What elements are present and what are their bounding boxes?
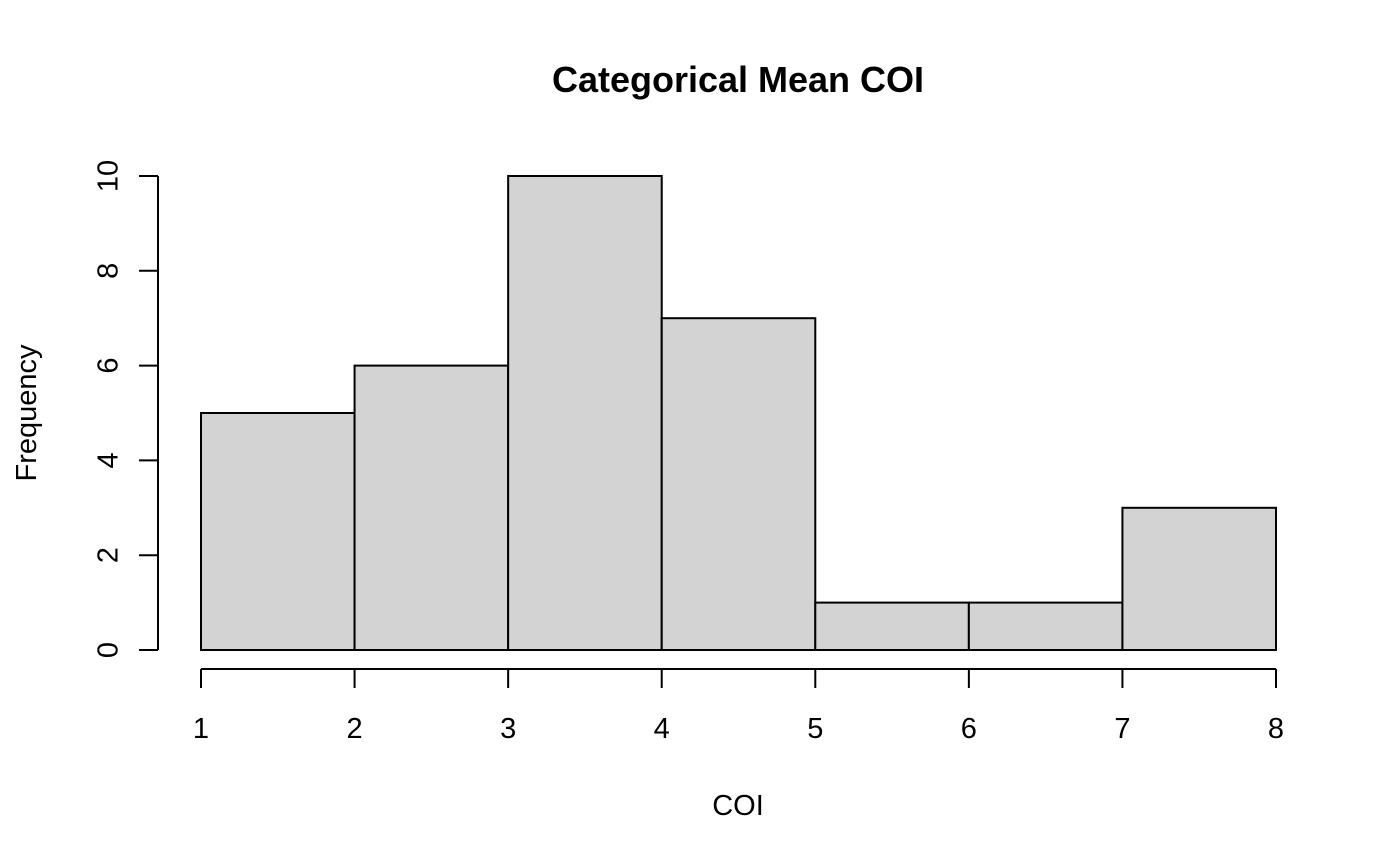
x-tick-label: 5 <box>807 713 823 745</box>
y-axis-ticks: 0 2 4 6 8 10 <box>93 160 158 658</box>
y-axis-label: Frequency <box>11 344 43 482</box>
histogram-bar-5 <box>814 601 970 651</box>
y-tick-label: 0 <box>93 642 125 658</box>
x-axis-ticks: 1 2 3 4 5 6 7 8 <box>193 669 1284 745</box>
x-axis-label: COI <box>712 790 764 822</box>
y-axis: 0 2 4 6 8 10 <box>93 160 159 658</box>
y-tick-label: 6 <box>93 358 125 374</box>
y-tick-label: 8 <box>93 263 125 279</box>
histogram-bar-7 <box>1121 506 1278 651</box>
x-tick-label: 3 <box>500 713 516 745</box>
x-tick-label: 2 <box>347 713 363 745</box>
y-tick-label: 4 <box>93 452 125 468</box>
histogram-bar-3 <box>507 175 663 651</box>
x-tick-label: 8 <box>1268 713 1284 745</box>
x-tick-label: 4 <box>654 713 670 745</box>
histogram-bar-2 <box>353 364 510 651</box>
x-tick-label: 7 <box>1114 713 1130 745</box>
histogram-bar-1 <box>200 412 356 651</box>
histogram-bar-4 <box>660 317 817 651</box>
chart-title: Categorical Mean COI <box>552 59 924 100</box>
y-tick-label: 10 <box>93 160 125 192</box>
y-tick-label: 2 <box>93 547 125 563</box>
x-axis: 1 2 3 4 5 6 7 8 <box>193 668 1284 745</box>
bars-group <box>200 175 1278 651</box>
x-tick-label: 1 <box>193 713 209 745</box>
histogram-bar-6 <box>967 601 1124 651</box>
x-tick-label: 6 <box>961 713 977 745</box>
